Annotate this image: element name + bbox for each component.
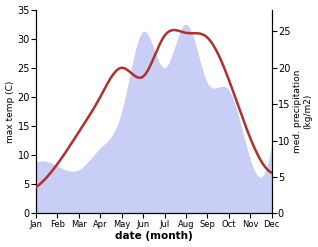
- X-axis label: date (month): date (month): [115, 231, 193, 242]
- Y-axis label: max temp (C): max temp (C): [5, 80, 15, 143]
- Y-axis label: med. precipitation
(kg/m2): med. precipitation (kg/m2): [293, 70, 313, 153]
